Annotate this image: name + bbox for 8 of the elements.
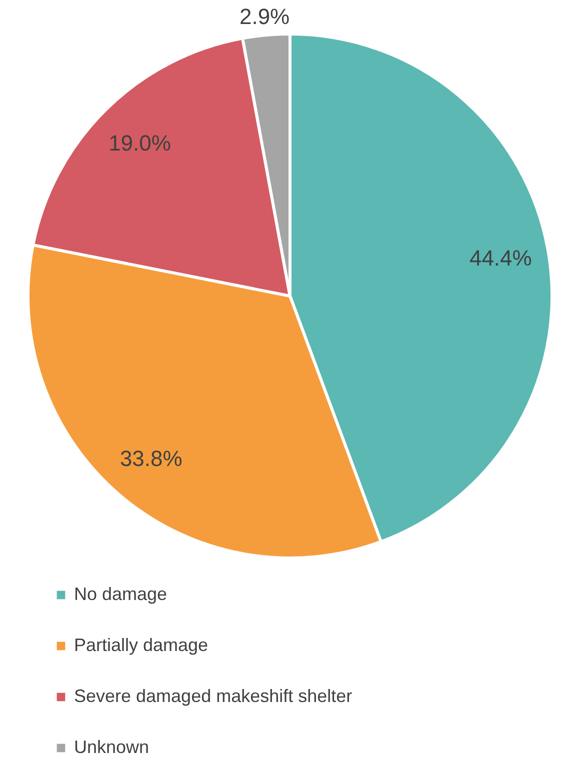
legend-label: Unknown — [74, 737, 150, 757]
legend-label: No damage — [74, 584, 168, 604]
data-label: 33.8% — [120, 446, 182, 471]
data-label: 19.0% — [108, 130, 171, 156]
legend-label: Partially damage — [74, 635, 208, 655]
data-label: 2.9% — [239, 4, 290, 30]
data-label: 44.4% — [469, 245, 532, 270]
legend-label: Severe damaged makeshift shelter — [74, 686, 352, 706]
